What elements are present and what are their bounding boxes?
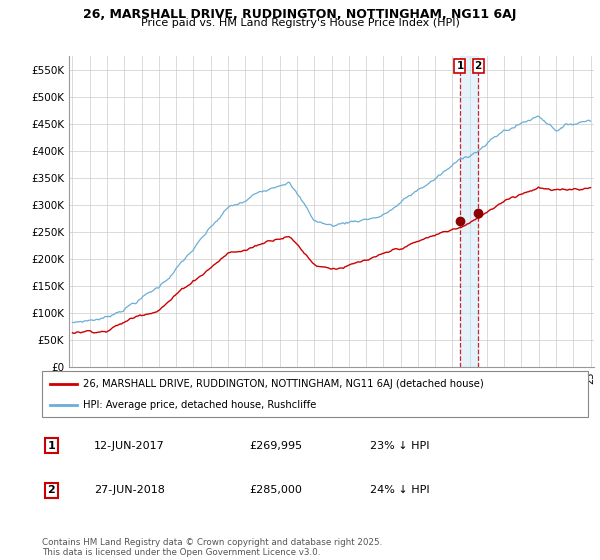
Text: 1: 1 [457, 60, 464, 71]
Text: HPI: Average price, detached house, Rushcliffe: HPI: Average price, detached house, Rush… [83, 400, 316, 410]
Text: 26, MARSHALL DRIVE, RUDDINGTON, NOTTINGHAM, NG11 6AJ (detached house): 26, MARSHALL DRIVE, RUDDINGTON, NOTTINGH… [83, 379, 484, 389]
Text: 24% ↓ HPI: 24% ↓ HPI [370, 485, 429, 495]
Text: £285,000: £285,000 [250, 485, 302, 495]
Text: Price paid vs. HM Land Registry's House Price Index (HPI): Price paid vs. HM Land Registry's House … [140, 18, 460, 29]
Text: 2: 2 [47, 485, 55, 495]
Text: 27-JUN-2018: 27-JUN-2018 [94, 485, 165, 495]
Text: 2: 2 [475, 60, 482, 71]
Text: 12-JUN-2017: 12-JUN-2017 [94, 441, 164, 451]
Text: 23% ↓ HPI: 23% ↓ HPI [370, 441, 429, 451]
Text: £269,995: £269,995 [250, 441, 302, 451]
Bar [460, 56, 478, 367]
Text: Contains HM Land Registry data © Crown copyright and database right 2025.
This d: Contains HM Land Registry data © Crown c… [42, 538, 382, 557]
Text: 26, MARSHALL DRIVE, RUDDINGTON, NOTTINGHAM, NG11 6AJ: 26, MARSHALL DRIVE, RUDDINGTON, NOTTINGH… [83, 8, 517, 21]
FancyBboxPatch shape [42, 371, 588, 417]
Text: 1: 1 [47, 441, 55, 451]
